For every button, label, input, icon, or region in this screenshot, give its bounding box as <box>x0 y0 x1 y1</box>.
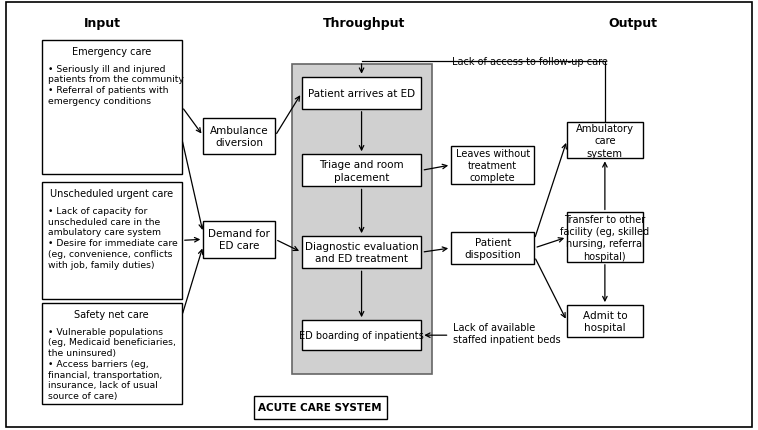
Bar <box>254 396 387 419</box>
Text: Admit to
hospital: Admit to hospital <box>583 310 627 332</box>
Text: Ambulatory
care
system: Ambulatory care system <box>576 123 634 158</box>
Bar <box>302 77 421 110</box>
Text: Patient arrives at ED: Patient arrives at ED <box>308 89 415 98</box>
Text: ED boarding of inpatients: ED boarding of inpatients <box>299 330 424 341</box>
Text: Emergency care: Emergency care <box>72 46 152 57</box>
Text: ACUTE CARE SYSTEM: ACUTE CARE SYSTEM <box>258 402 382 412</box>
Bar <box>302 237 421 269</box>
Text: Throughput: Throughput <box>323 17 405 30</box>
Bar <box>567 123 643 159</box>
Bar <box>203 118 275 155</box>
Text: Transfer to other
facility (eg, skilled
nursing, referral
hospital): Transfer to other facility (eg, skilled … <box>560 214 650 261</box>
Bar <box>451 232 534 264</box>
Text: • Vulnerable populations
(eg, Medicaid beneficiaries,
the uninsured)
• Access ba: • Vulnerable populations (eg, Medicaid b… <box>48 327 176 400</box>
Bar <box>451 146 534 185</box>
Text: Leaves without
treatment
complete: Leaves without treatment complete <box>456 148 530 183</box>
Bar <box>42 303 182 404</box>
Text: Unscheduled urgent care: Unscheduled urgent care <box>50 188 174 199</box>
Text: Demand for
ED care: Demand for ED care <box>208 229 270 251</box>
Text: Patient
disposition: Patient disposition <box>465 237 521 259</box>
Bar <box>567 305 643 338</box>
Text: Triage and room
placement: Triage and room placement <box>319 160 404 182</box>
Bar <box>567 213 643 262</box>
Bar <box>203 221 275 258</box>
Text: • Lack of capacity for
unscheduled care in the
ambulatory care system
• Desire f: • Lack of capacity for unscheduled care … <box>48 206 177 269</box>
Text: Lack of access to follow-up care: Lack of access to follow-up care <box>452 57 608 67</box>
Bar <box>292 64 432 374</box>
Text: Input: Input <box>84 17 121 30</box>
Text: • Seriously ill and injured
patients from the community
• Referral of patients w: • Seriously ill and injured patients fro… <box>48 64 183 106</box>
Bar <box>302 155 421 187</box>
Bar <box>42 41 182 174</box>
Bar <box>42 183 182 299</box>
Text: Safety net care: Safety net care <box>74 309 149 319</box>
Text: Output: Output <box>609 17 657 30</box>
Text: Diagnostic evaluation
and ED treatment: Diagnostic evaluation and ED treatment <box>305 242 418 264</box>
Bar <box>302 320 421 350</box>
Text: Lack of available
staffed inpatient beds: Lack of available staffed inpatient beds <box>453 322 561 344</box>
Text: Ambulance
diversion: Ambulance diversion <box>210 126 268 147</box>
